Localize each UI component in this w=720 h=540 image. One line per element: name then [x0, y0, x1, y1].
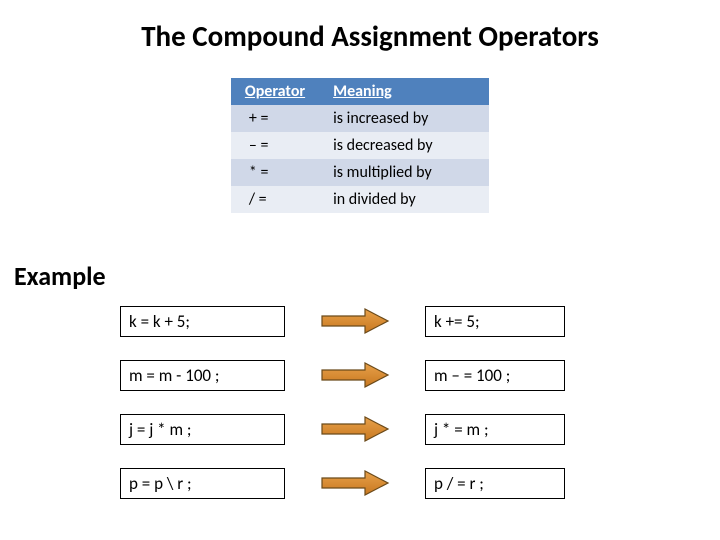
col-meaning: Meaning: [319, 78, 489, 105]
cell-operator: * =: [231, 159, 319, 186]
example-short: p / = r ;: [425, 468, 565, 499]
table-header-row: Operator Meaning: [231, 78, 489, 105]
operator-table: Operator Meaning + = is increased by – =…: [231, 78, 489, 213]
page-title: The Compound Assignment Operators: [0, 0, 720, 54]
cell-operator: – =: [231, 132, 319, 159]
arrow-icon: [285, 469, 425, 497]
table-row: – = is decreased by: [231, 132, 489, 159]
cell-meaning: in divided by: [319, 186, 489, 213]
arrow-icon: [285, 415, 425, 443]
examples-container: k = k + 5; k += 5; m = m - 100 ; m – = 1…: [120, 305, 680, 521]
col-operator: Operator: [231, 78, 319, 105]
table-row: + = is increased by: [231, 105, 489, 132]
example-long: k = k + 5;: [120, 306, 285, 337]
example-row: p = p \ r ; p / = r ;: [120, 467, 680, 499]
arrow-icon: [285, 361, 425, 389]
example-short: j * = m ;: [425, 414, 565, 445]
table-row: * = is multiplied by: [231, 159, 489, 186]
example-long: p = p \ r ;: [120, 468, 285, 499]
cell-meaning: is decreased by: [319, 132, 489, 159]
table-row: / = in divided by: [231, 186, 489, 213]
example-short: k += 5;: [425, 306, 565, 337]
example-long: j = j * m ;: [120, 414, 285, 445]
example-long: m = m - 100 ;: [120, 360, 285, 391]
example-row: k = k + 5; k += 5;: [120, 305, 680, 337]
cell-meaning: is multiplied by: [319, 159, 489, 186]
example-row: m = m - 100 ; m – = 100 ;: [120, 359, 680, 391]
cell-meaning: is increased by: [319, 105, 489, 132]
example-heading: Example: [14, 260, 106, 292]
arrow-icon: [285, 307, 425, 335]
cell-operator: / =: [231, 186, 319, 213]
example-short: m – = 100 ;: [425, 360, 565, 391]
example-row: j = j * m ; j * = m ;: [120, 413, 680, 445]
cell-operator: + =: [231, 105, 319, 132]
